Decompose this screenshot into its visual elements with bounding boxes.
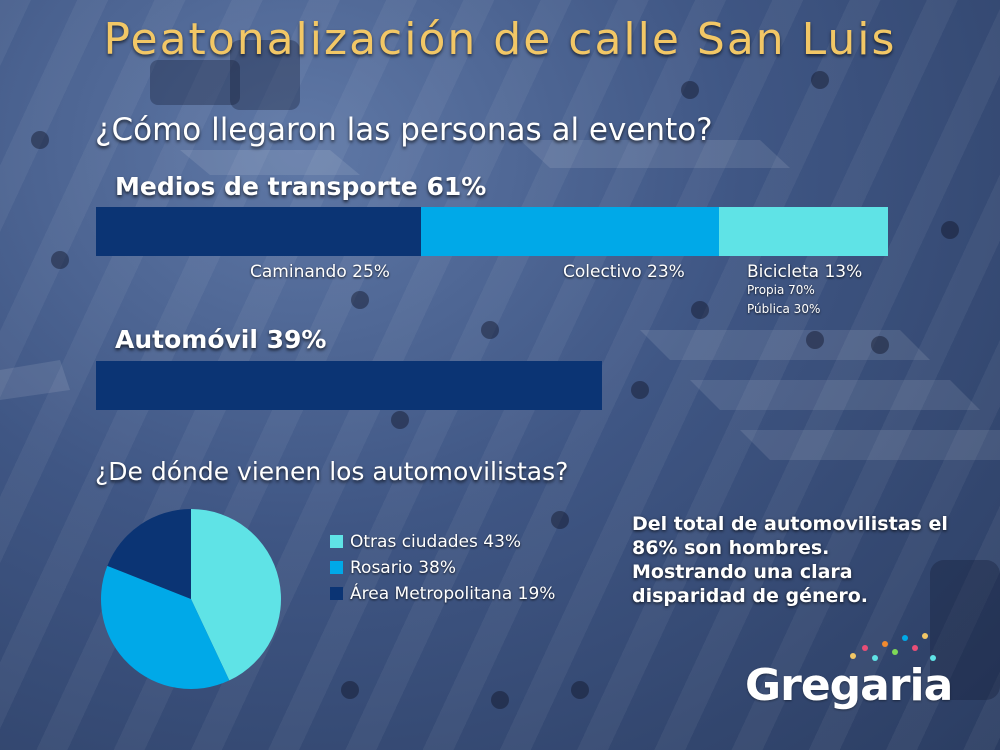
- logo-wordmark: Gregaria: [745, 660, 953, 711]
- gregaria-logo: Gregaria: [745, 630, 953, 720]
- bar-label-bicicleta: Bicicleta 13%: [747, 262, 863, 282]
- legend-item-otras-ciudades: Otras ciudades 43%: [330, 532, 521, 552]
- legend-swatch: [330, 561, 343, 574]
- origin-pie-chart: [101, 509, 281, 689]
- logo-dots-icon: [850, 633, 936, 661]
- legend-label: Rosario 38%: [350, 558, 457, 578]
- legend-label: Otras ciudades 43%: [350, 532, 522, 552]
- note-line: Mostrando una clara: [632, 561, 853, 583]
- legend-swatch: [330, 587, 343, 600]
- transport-question: ¿Cómo llegaron las personas al evento?: [95, 112, 713, 148]
- bar-segment-caminando: [96, 207, 421, 256]
- bar-segment-bicicleta: [719, 207, 888, 256]
- pie-slice-otras-ciudades: [191, 509, 281, 681]
- bar-label-colectivo: Colectivo 23%: [563, 262, 685, 282]
- bar-segment-colectivo: [420, 207, 720, 256]
- transport-group-label: Medios de transporte 61%: [115, 172, 487, 201]
- bar-label-caminando: Caminando 25%: [250, 262, 390, 282]
- car-group-label: Automóvil 39%: [115, 325, 327, 354]
- legend-label: Área Metropolitana 19%: [350, 584, 556, 604]
- note-line: Del total de automovilistas el: [632, 513, 948, 535]
- gender-note: Del total de automovilistas el 86% son h…: [632, 512, 972, 608]
- page-title: Peatonalización de calle San Luis: [103, 14, 897, 65]
- origin-question: ¿De dónde vienen los automovilistas?: [95, 457, 569, 486]
- pie-slice--rea-metropolitana: [107, 509, 191, 599]
- bicicleta-breakdown-publica: Pública 30%: [747, 302, 821, 316]
- note-line: disparidad de género.: [632, 585, 869, 607]
- note-line: 86% son hombres.: [632, 537, 830, 559]
- bar-segment-automovil: [96, 361, 603, 410]
- legend-item-rosario: Rosario 38%: [330, 558, 456, 578]
- pie-slice-rosario: [101, 565, 230, 689]
- legend-swatch: [330, 535, 343, 548]
- legend-item-area-metropolitana: Área Metropolitana 19%: [330, 584, 555, 604]
- bicicleta-breakdown-propia: Propia 70%: [747, 283, 815, 297]
